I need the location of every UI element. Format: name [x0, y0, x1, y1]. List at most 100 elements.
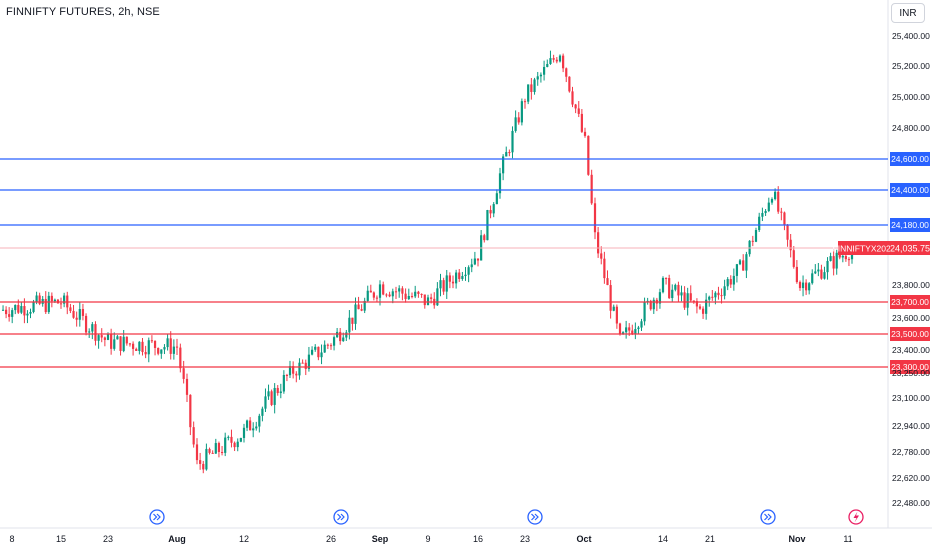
event-markers[interactable] — [149, 509, 864, 525]
candle-body — [467, 267, 470, 275]
dividend-event-icon-4[interactable] — [760, 509, 776, 525]
candle-body — [473, 258, 476, 265]
price-tick-label: 23,400.00 — [892, 345, 930, 355]
price-axis-ticks: 25,400.00 25,200.00 25,000.00 24,800.00 23,8… — [892, 31, 930, 508]
candle-body — [720, 295, 723, 297]
candle-body — [236, 441, 239, 448]
candle-body — [640, 321, 643, 328]
candle-body — [307, 354, 311, 369]
candle-body — [26, 313, 29, 316]
candle-body — [587, 135, 590, 175]
candle-body — [777, 191, 780, 212]
candle-body — [345, 332, 348, 338]
time-tick-label: 16 — [473, 534, 483, 544]
candle-body — [8, 314, 11, 317]
candle-body — [674, 284, 677, 290]
candle-body — [363, 300, 366, 311]
level-badge — [890, 183, 930, 197]
candle-body — [637, 327, 640, 330]
candle-body — [94, 324, 97, 341]
candle-body — [166, 338, 169, 348]
candle-body — [199, 460, 202, 464]
candle-body — [738, 260, 742, 265]
candle-body — [590, 174, 593, 204]
candle-body — [723, 286, 726, 296]
price-tick-label: 22,620.00 — [892, 473, 930, 483]
candle-body — [634, 329, 637, 334]
candle-body — [249, 420, 252, 431]
candle-body — [695, 301, 699, 307]
candle-body — [301, 362, 304, 364]
candle-body — [717, 292, 720, 296]
dividend-event-icon-1[interactable] — [149, 509, 165, 525]
candle-body — [220, 451, 224, 453]
candle-body — [288, 366, 292, 376]
candle-body — [417, 291, 420, 294]
candle-body — [780, 211, 783, 213]
candle-body — [106, 334, 110, 340]
candle-body — [211, 452, 214, 454]
candle-body — [745, 254, 748, 271]
time-axis[interactable] — [0, 528, 888, 550]
candle-body — [329, 345, 333, 347]
time-tick-label: 21 — [705, 534, 715, 544]
candle-body — [420, 293, 423, 295]
candle-body — [32, 302, 35, 312]
candle-body — [119, 336, 122, 351]
price-tick-label: 22,780.00 — [892, 447, 930, 457]
price-axis[interactable] — [888, 0, 932, 528]
dividend-event-icon-3[interactable] — [527, 509, 543, 525]
candle-body — [498, 173, 502, 194]
candle-body — [163, 347, 166, 350]
candle-body — [138, 341, 141, 351]
candle-body — [366, 290, 369, 301]
time-tick-label: 11 — [843, 534, 852, 544]
candle-body — [823, 272, 826, 279]
price-tick-label: 23,600.00 — [892, 313, 930, 323]
candle-body — [147, 340, 150, 355]
candle-body — [323, 344, 326, 353]
candle-body — [565, 68, 568, 77]
candle-body — [789, 239, 792, 251]
time-tick-label: 23 — [520, 534, 530, 544]
candle-body — [808, 283, 811, 291]
currency-selector[interactable]: INR — [891, 3, 925, 23]
candle-body — [144, 352, 147, 355]
horizontal-levels[interactable]: 24,600.00 24,400.00 24,180.00 23,700.00 23,5… — [0, 152, 930, 374]
candle-body — [542, 66, 546, 75]
candle-body — [761, 213, 764, 217]
candle-body — [44, 298, 47, 313]
level-label: 23,700.00 — [891, 297, 929, 307]
candle-body — [811, 273, 814, 284]
candle-body — [360, 309, 363, 311]
candle-body — [351, 317, 354, 324]
time-tick-label: Oct — [576, 534, 591, 544]
candle-body — [735, 264, 739, 276]
time-tick-label: 23 — [103, 534, 113, 544]
candle-body — [689, 293, 692, 301]
candle-body — [767, 202, 770, 211]
level-label: 24,180.00 — [891, 220, 929, 230]
candle-body — [597, 232, 600, 254]
candle-body — [430, 297, 433, 299]
level-label: 24,600.00 — [891, 154, 929, 164]
candle-body — [285, 374, 289, 376]
candle-body — [224, 437, 227, 453]
dividend-event-icon-2[interactable] — [333, 509, 349, 525]
time-tick-label: 26 — [326, 534, 336, 544]
chart-title: FINNIFTY FUTURES, 2h, NSE — [6, 6, 160, 18]
current-price-label: 24,035.75 — [890, 244, 930, 254]
candle-body — [539, 74, 543, 77]
candle-body — [742, 260, 745, 271]
candle-body — [489, 210, 492, 214]
candle-body — [230, 436, 233, 443]
candle-body — [609, 285, 612, 311]
candle-body — [708, 296, 711, 300]
candle-body — [618, 323, 622, 334]
candle-body — [378, 284, 382, 298]
candle-body — [53, 299, 56, 302]
candle-body — [38, 295, 41, 304]
candle-body — [245, 420, 249, 428]
flash-event-icon[interactable] — [848, 509, 864, 525]
